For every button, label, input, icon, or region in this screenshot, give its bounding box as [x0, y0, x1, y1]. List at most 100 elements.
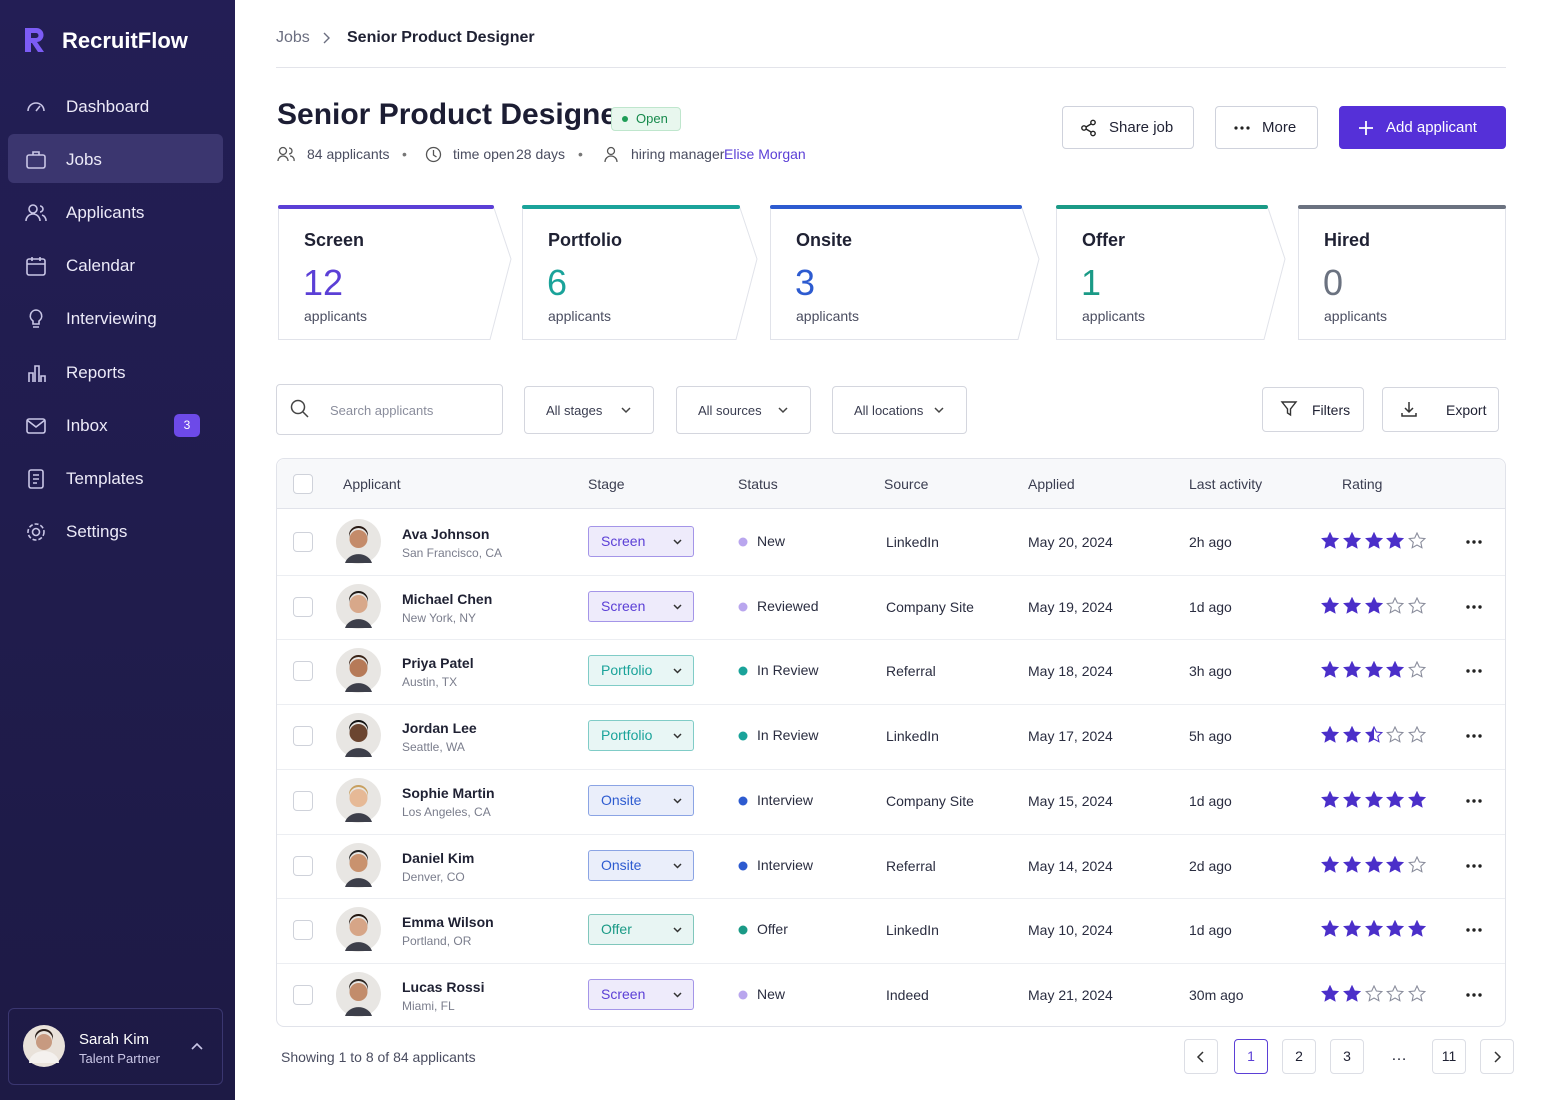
- page-button[interactable]: 2: [1282, 1039, 1316, 1074]
- user-role: Talent Partner: [79, 1051, 160, 1066]
- row-menu[interactable]: [1465, 991, 1483, 999]
- rating-star: [1386, 920, 1405, 937]
- avatar: [336, 648, 381, 694]
- row-menu[interactable]: [1465, 926, 1483, 934]
- rating-star: [1408, 596, 1427, 614]
- checkbox[interactable]: [293, 920, 313, 941]
- chevron: [673, 927, 682, 933]
- nav-item[interactable]: Interviewing: [66, 309, 157, 329]
- source: Company Site: [886, 792, 974, 809]
- stage-name: Onsite: [796, 230, 853, 250]
- filter-select[interactable]: [524, 386, 654, 434]
- row-menu[interactable]: [1465, 538, 1483, 546]
- checkbox[interactable]: [293, 596, 313, 617]
- applied-date: May 17, 2024: [1028, 728, 1113, 745]
- checkbox[interactable]: [293, 790, 313, 811]
- rating-star: [1408, 855, 1427, 873]
- nav-item[interactable]: Calendar: [66, 256, 135, 276]
- applicant-name[interactable]: Priya Patel: [402, 655, 474, 672]
- page-button[interactable]: 1: [1234, 1039, 1268, 1074]
- stage-select[interactable]: [588, 590, 694, 622]
- rating-star: [1364, 532, 1383, 549]
- applied-date: May 21, 2024: [1028, 986, 1113, 1003]
- status-badge: Open: [611, 107, 681, 131]
- stage-unit: applicants: [1082, 308, 1146, 324]
- filter-button[interactable]: [1382, 387, 1499, 432]
- page-ellipsis: …: [1391, 1047, 1407, 1064]
- last-activity: 3h ago: [1189, 663, 1232, 680]
- checkbox[interactable]: [293, 661, 313, 682]
- action-button[interactable]: [1215, 106, 1318, 149]
- user-avatar: [23, 1025, 65, 1067]
- search-icon: [290, 399, 309, 418]
- rating-star: [1364, 596, 1383, 614]
- checkbox[interactable]: [293, 984, 313, 1005]
- filter-select[interactable]: [832, 386, 967, 434]
- nav-item[interactable]: Jobs: [66, 150, 102, 170]
- column-header: Applied: [1028, 476, 1075, 492]
- nav-item[interactable]: Dashboard: [66, 97, 150, 116]
- stage-select-label: Onsite: [601, 791, 642, 808]
- stage-unit: applicants: [548, 308, 612, 324]
- action-button[interactable]: [1062, 106, 1194, 149]
- nav-icon: [26, 257, 46, 277]
- checkbox[interactable]: [293, 474, 313, 494]
- filter-button[interactable]: [1262, 387, 1364, 432]
- row-menu[interactable]: [1465, 862, 1483, 870]
- applicant-location: Denver, CO: [402, 869, 465, 884]
- checkbox[interactable]: [293, 726, 313, 747]
- row-menu[interactable]: [1465, 732, 1483, 740]
- filter-icon: [1401, 402, 1417, 417]
- applied-date: May 15, 2024: [1028, 792, 1113, 809]
- status-dot: [622, 116, 628, 122]
- page-next[interactable]: [1480, 1039, 1514, 1074]
- applicant-name[interactable]: Ava Johnson: [402, 526, 490, 542]
- applicant-name[interactable]: Michael Chen: [402, 590, 493, 607]
- nav-item[interactable]: Settings: [66, 521, 128, 541]
- applicant-name[interactable]: Jordan Lee: [402, 720, 477, 737]
- manager-name[interactable]: Elise Morgan: [724, 146, 806, 162]
- nav-item[interactable]: Applicants: [66, 203, 145, 223]
- row-menu[interactable]: [1465, 603, 1483, 611]
- breadcrumb-link[interactable]: Jobs: [276, 29, 310, 46]
- row-menu[interactable]: [1465, 667, 1483, 675]
- applied-date: May 19, 2024: [1028, 598, 1113, 615]
- page-prev[interactable]: [1184, 1039, 1218, 1074]
- applicant-name[interactable]: Emma Wilson: [402, 914, 494, 931]
- nav-item[interactable]: Inbox: [66, 415, 108, 435]
- icon-clock: [425, 146, 442, 163]
- nav-item[interactable]: Templates: [66, 468, 144, 488]
- applicant-name[interactable]: Sophie Martin: [402, 784, 495, 801]
- rating-star: [1364, 984, 1383, 1002]
- rating-star: [1386, 790, 1405, 808]
- user-card: [8, 1008, 223, 1085]
- stage-unit: applicants: [304, 308, 368, 324]
- status-dot: [738, 990, 748, 1000]
- page-button[interactable]: 3: [1330, 1039, 1364, 1074]
- nav-item[interactable]: Reports: [66, 362, 126, 382]
- nav-icon: [28, 468, 44, 489]
- manager-label: hiring manager: [631, 146, 725, 162]
- applicant-name[interactable]: Daniel Kim: [402, 849, 475, 866]
- stage-name: Portfolio: [548, 230, 622, 250]
- search-box[interactable]: [276, 384, 503, 435]
- page-button[interactable]: 11: [1432, 1039, 1466, 1074]
- checkbox[interactable]: [293, 855, 313, 876]
- applicant-location: Los Angeles, CA: [402, 804, 491, 819]
- column-header: Applicant: [343, 476, 401, 492]
- rating-star: [1342, 726, 1361, 743]
- action-icon: [1234, 126, 1250, 130]
- checkbox[interactable]: [293, 532, 313, 552]
- status: Reviewed: [757, 597, 819, 614]
- stage-select[interactable]: [588, 526, 694, 557]
- stage-count: 0: [1323, 262, 1344, 303]
- user-name: Sarah Kim: [79, 1031, 150, 1048]
- row-menu[interactable]: [1465, 797, 1483, 805]
- stage-unit: applicants: [796, 308, 860, 324]
- nav-icon: [27, 102, 45, 112]
- column-header: Stage: [588, 476, 625, 492]
- status: New: [757, 985, 786, 1002]
- meta-dot: •: [402, 146, 407, 162]
- filter-select[interactable]: [676, 386, 811, 434]
- applicant-name[interactable]: Lucas Rossi: [402, 978, 485, 995]
